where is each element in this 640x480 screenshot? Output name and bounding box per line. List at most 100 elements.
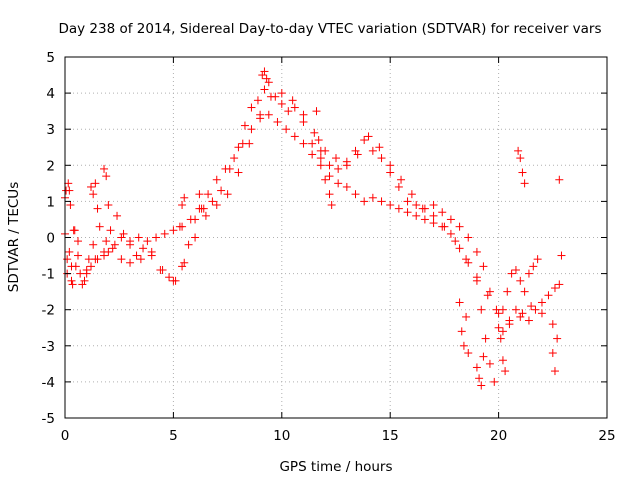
data-point xyxy=(327,201,336,210)
data-point xyxy=(78,280,87,289)
data-point xyxy=(91,255,100,264)
data-point xyxy=(158,265,167,274)
data-point xyxy=(464,349,473,358)
data-point xyxy=(375,143,384,152)
data-point xyxy=(412,211,421,220)
data-point xyxy=(455,244,464,253)
data-point xyxy=(113,211,122,220)
data-point xyxy=(531,305,540,314)
data-point xyxy=(420,215,429,224)
x-axis-label: GPS time / hours xyxy=(279,459,392,475)
data-point xyxy=(418,204,427,213)
data-point xyxy=(342,157,351,166)
y-tick-label: 4 xyxy=(46,86,55,102)
data-point xyxy=(429,201,438,210)
data-point xyxy=(555,175,564,184)
data-point xyxy=(386,168,395,177)
data-point xyxy=(464,258,473,267)
series-1 xyxy=(61,110,542,386)
data-point xyxy=(264,78,273,87)
x-tick-label: 15 xyxy=(382,428,399,444)
data-point xyxy=(483,291,492,300)
data-point xyxy=(464,233,473,242)
data-point xyxy=(299,110,308,119)
data-point xyxy=(139,244,148,253)
data-point xyxy=(516,276,525,285)
data-point xyxy=(260,85,269,94)
data-point xyxy=(299,117,308,126)
data-point xyxy=(212,175,221,184)
series-3 xyxy=(62,67,566,390)
data-point xyxy=(89,240,98,249)
data-point xyxy=(485,359,494,368)
data-point xyxy=(334,179,343,188)
series-0 xyxy=(61,78,564,336)
data-point xyxy=(325,172,334,181)
data-point xyxy=(230,154,239,163)
data-point xyxy=(87,262,96,271)
y-tick-label: 5 xyxy=(46,50,55,66)
data-point xyxy=(100,247,109,256)
data-point xyxy=(178,262,187,271)
data-point xyxy=(377,154,386,163)
data-point xyxy=(143,237,152,246)
data-point xyxy=(429,219,438,228)
data-point xyxy=(65,247,74,256)
data-point xyxy=(451,237,460,246)
data-point xyxy=(62,186,71,195)
y-axis-label: SDTVAR / TECUs xyxy=(6,182,22,292)
data-point xyxy=(477,305,486,314)
data-point xyxy=(472,273,481,282)
data-point xyxy=(277,99,286,108)
y-tick-label: -1 xyxy=(42,267,55,283)
data-point xyxy=(316,154,325,163)
data-point xyxy=(364,132,373,141)
data-point xyxy=(217,186,226,195)
data-point xyxy=(403,197,412,206)
data-point xyxy=(247,103,256,112)
data-point xyxy=(277,89,286,98)
data-point xyxy=(64,179,73,188)
data-point xyxy=(446,215,455,224)
data-point xyxy=(102,172,111,181)
data-point xyxy=(266,92,275,101)
data-point xyxy=(321,175,330,184)
data-point xyxy=(108,244,117,253)
data-point xyxy=(498,305,507,314)
data-point xyxy=(247,125,256,134)
data-point xyxy=(212,201,221,210)
data-point xyxy=(455,298,464,307)
data-point xyxy=(438,208,447,217)
data-point xyxy=(299,139,308,148)
data-point xyxy=(548,349,557,358)
data-point xyxy=(386,201,395,210)
data-point xyxy=(91,179,100,188)
data-point xyxy=(63,255,72,264)
data-point xyxy=(208,197,217,206)
data-point xyxy=(74,251,83,260)
data-point xyxy=(511,265,520,274)
data-point xyxy=(407,190,416,199)
data-point xyxy=(74,237,83,246)
data-point xyxy=(412,201,421,210)
data-point xyxy=(106,226,115,235)
data-point xyxy=(520,287,529,296)
data-point xyxy=(516,154,525,163)
data-point xyxy=(184,240,193,249)
data-point xyxy=(67,276,76,285)
data-point xyxy=(462,255,471,264)
data-point xyxy=(494,323,503,332)
data-point xyxy=(117,255,126,264)
data-point xyxy=(475,374,484,383)
data-point xyxy=(147,251,156,260)
y-tick-label: -4 xyxy=(42,375,55,391)
data-point xyxy=(342,182,351,191)
data-point xyxy=(245,139,254,148)
data-point xyxy=(197,204,206,213)
data-point xyxy=(260,67,269,76)
data-point xyxy=(520,179,529,188)
data-point xyxy=(550,284,559,293)
y-tick-label: -3 xyxy=(42,339,55,355)
data-point xyxy=(288,96,297,105)
